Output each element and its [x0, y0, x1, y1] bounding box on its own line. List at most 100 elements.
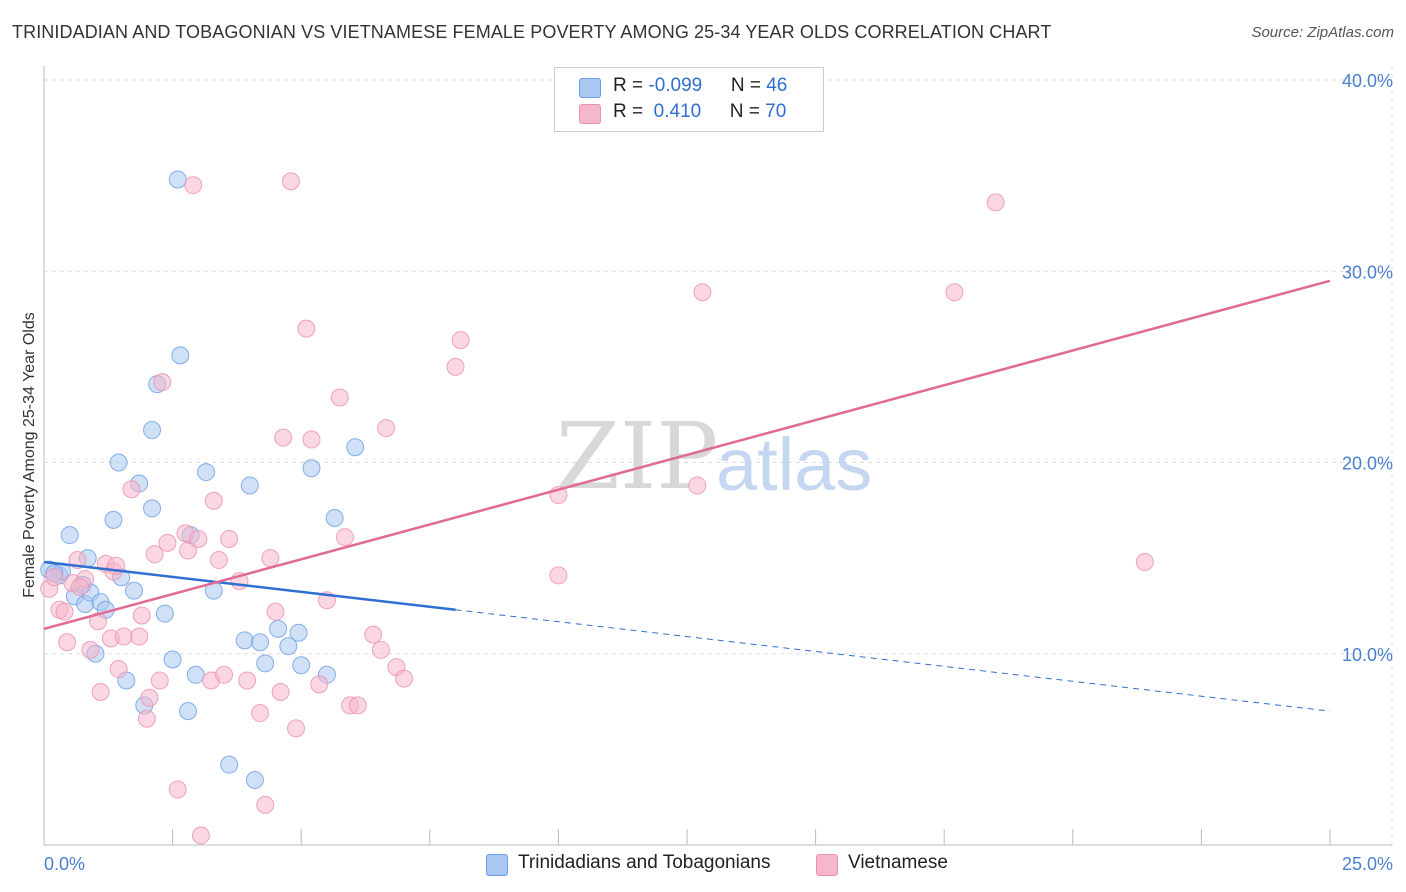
- point-vietnamese[interactable]: [137, 709, 156, 728]
- point-trinidadians[interactable]: [292, 656, 311, 675]
- point-vietnamese[interactable]: [1135, 552, 1154, 571]
- watermark-zip: ZIP: [556, 403, 718, 510]
- point-vietnamese[interactable]: [281, 172, 300, 191]
- x-tick-label: 25.0%: [1342, 854, 1393, 874]
- y-tick-label: 40.0%: [1342, 71, 1393, 91]
- legend-r-value: -0.099: [648, 75, 703, 96]
- point-vietnamese[interactable]: [158, 533, 177, 552]
- point-vietnamese[interactable]: [945, 283, 964, 302]
- point-trinidadians[interactable]: [186, 665, 205, 684]
- correlation-legend: R = -0.099 N = 46 R = 0.410 N = 70: [554, 67, 824, 132]
- chart-title: TRINIDADIAN AND TOBAGONIAN VS VIETNAMESE…: [12, 22, 1052, 42]
- point-vietnamese[interactable]: [209, 551, 228, 570]
- point-vietnamese[interactable]: [81, 640, 100, 659]
- point-vietnamese[interactable]: [150, 671, 169, 690]
- point-vietnamese[interactable]: [238, 671, 257, 690]
- point-trinidadians[interactable]: [220, 755, 239, 774]
- point-trinidadians[interactable]: [143, 499, 162, 518]
- x-tick-label: 0.0%: [44, 854, 85, 874]
- point-vietnamese[interactable]: [395, 669, 414, 688]
- point-vietnamese[interactable]: [371, 640, 390, 659]
- point-vietnamese[interactable]: [271, 683, 290, 701]
- point-vietnamese[interactable]: [215, 665, 234, 684]
- source-label: Source: ZipAtlas.com: [1251, 24, 1394, 41]
- point-vietnamese[interactable]: [114, 627, 133, 646]
- point-trinidadians[interactable]: [245, 770, 264, 789]
- point-trinidadians[interactable]: [143, 420, 162, 439]
- point-trinidadians[interactable]: [155, 604, 174, 623]
- point-trinidadians[interactable]: [197, 463, 216, 482]
- point-vietnamese[interactable]: [220, 530, 239, 548]
- point-trinidadians[interactable]: [60, 526, 79, 545]
- point-vietnamese[interactable]: [693, 283, 712, 302]
- point-vietnamese[interactable]: [189, 530, 208, 548]
- point-vietnamese[interactable]: [261, 549, 280, 568]
- point-trinidadians[interactable]: [289, 623, 308, 642]
- point-vietnamese[interactable]: [251, 704, 270, 723]
- point-vietnamese[interactable]: [132, 606, 151, 625]
- point-vietnamese[interactable]: [348, 696, 367, 715]
- legend-r-label: R =: [613, 75, 649, 96]
- point-vietnamese[interactable]: [109, 660, 128, 679]
- point-vietnamese[interactable]: [179, 541, 198, 560]
- point-vietnamese[interactable]: [688, 476, 707, 495]
- point-vietnamese[interactable]: [153, 373, 172, 392]
- tick-labels: 10.0% 20.0% 30.0% 40.0% 0.0% 25.0%: [44, 71, 1393, 874]
- point-trinidadians[interactable]: [168, 170, 187, 189]
- point-vietnamese[interactable]: [330, 388, 349, 407]
- legend-swatch-blue: [486, 854, 508, 876]
- point-trinidadians[interactable]: [325, 508, 344, 527]
- point-trinidadians[interactable]: [104, 510, 123, 529]
- point-trinidadians[interactable]: [279, 637, 298, 656]
- axes: [43, 66, 1392, 846]
- point-vietnamese[interactable]: [549, 566, 568, 585]
- point-vietnamese[interactable]: [140, 688, 159, 707]
- point-trinidadians[interactable]: [163, 650, 182, 669]
- point-vietnamese[interactable]: [274, 428, 293, 447]
- legend-r-value: 0.410: [648, 101, 702, 122]
- point-trinidadians[interactable]: [269, 619, 288, 638]
- point-trinidadians[interactable]: [179, 702, 198, 721]
- point-vietnamese[interactable]: [287, 719, 306, 738]
- grid-lines: [44, 66, 1393, 845]
- point-vietnamese[interactable]: [377, 419, 396, 438]
- point-vietnamese[interactable]: [71, 577, 90, 596]
- point-vietnamese[interactable]: [310, 675, 329, 694]
- point-vietnamese[interactable]: [256, 795, 275, 814]
- trend-line-trinidadians-extrapolated: [455, 609, 1331, 712]
- point-trinidadians[interactable]: [256, 654, 275, 673]
- legend-n-value: 70: [765, 101, 787, 122]
- point-vietnamese[interactable]: [266, 602, 285, 621]
- point-vietnamese[interactable]: [91, 683, 110, 701]
- point-vietnamese[interactable]: [89, 612, 108, 631]
- point-vietnamese[interactable]: [335, 528, 354, 547]
- point-vietnamese[interactable]: [297, 319, 316, 338]
- legend-r-label: R =: [613, 101, 649, 122]
- point-vietnamese[interactable]: [451, 331, 470, 350]
- legend-label: Trinidadians and Tobagonians: [518, 852, 771, 873]
- point-vietnamese[interactable]: [204, 491, 223, 510]
- point-vietnamese[interactable]: [122, 480, 141, 499]
- point-trinidadians[interactable]: [251, 633, 270, 652]
- point-trinidadians[interactable]: [109, 453, 128, 472]
- point-trinidadians[interactable]: [171, 346, 190, 365]
- point-vietnamese[interactable]: [58, 633, 77, 652]
- trend-lines: [43, 279, 1331, 712]
- point-vietnamese[interactable]: [145, 545, 164, 564]
- legend-n-label: N =: [729, 101, 766, 122]
- point-vietnamese[interactable]: [364, 625, 383, 644]
- point-vietnamese[interactable]: [446, 357, 465, 376]
- point-vietnamese[interactable]: [986, 193, 1005, 212]
- point-vietnamese[interactable]: [184, 176, 203, 195]
- point-trinidadians[interactable]: [240, 476, 259, 495]
- point-trinidadians[interactable]: [346, 438, 365, 457]
- point-vietnamese[interactable]: [45, 568, 64, 587]
- point-vietnamese[interactable]: [191, 826, 210, 845]
- point-trinidadians[interactable]: [302, 459, 321, 478]
- point-vietnamese[interactable]: [302, 430, 321, 449]
- point-vietnamese[interactable]: [168, 780, 187, 799]
- point-trinidadians[interactable]: [125, 581, 144, 600]
- point-vietnamese[interactable]: [55, 602, 74, 621]
- point-vietnamese[interactable]: [130, 627, 149, 646]
- point-trinidadians[interactable]: [235, 631, 254, 650]
